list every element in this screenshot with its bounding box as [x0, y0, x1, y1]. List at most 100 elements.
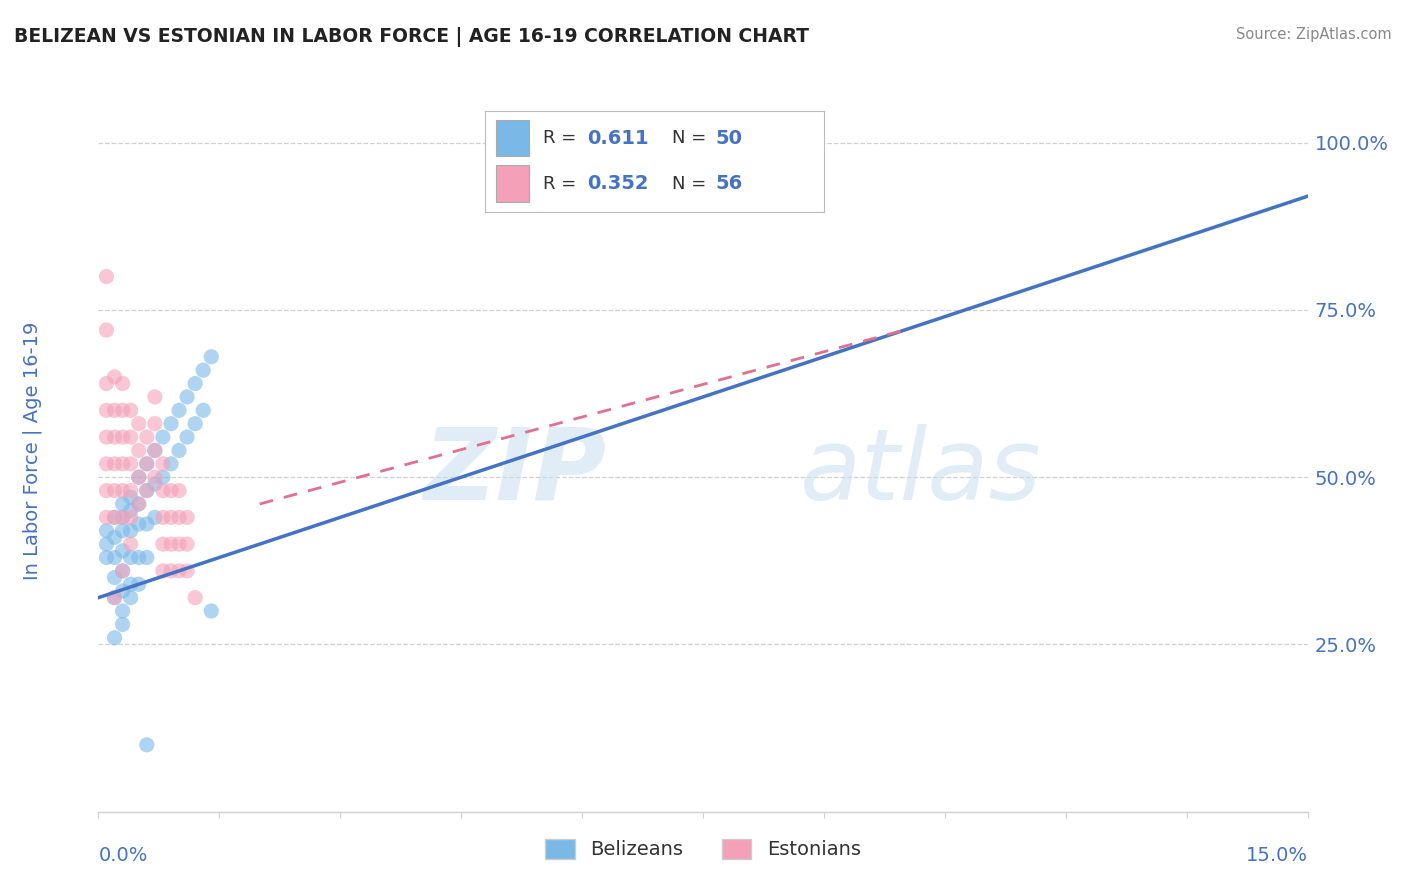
Point — [193, 363, 215, 377]
Point — [167, 537, 190, 551]
Point — [152, 483, 174, 498]
Point — [111, 617, 134, 632]
Point — [143, 390, 166, 404]
Point — [143, 443, 166, 458]
Point — [111, 430, 134, 444]
Point — [111, 564, 134, 578]
Point — [184, 417, 207, 431]
Point — [96, 524, 118, 538]
Point — [111, 403, 134, 417]
Point — [160, 537, 183, 551]
Point — [111, 376, 134, 391]
Point — [193, 403, 215, 417]
Point — [143, 443, 166, 458]
Point — [152, 510, 174, 524]
Point — [111, 543, 134, 558]
Legend: Belizeans, Estonians: Belizeans, Estonians — [537, 831, 869, 867]
Point — [120, 483, 142, 498]
Point — [120, 550, 142, 565]
Point — [160, 510, 183, 524]
Point — [103, 457, 125, 471]
Point — [96, 537, 118, 551]
Point — [103, 631, 125, 645]
Point — [120, 537, 142, 551]
Point — [176, 390, 198, 404]
Point — [111, 510, 134, 524]
Point — [111, 497, 134, 511]
Text: 15.0%: 15.0% — [1246, 847, 1308, 865]
Point — [96, 376, 118, 391]
Point — [128, 470, 150, 484]
Point — [96, 403, 118, 417]
Point — [128, 497, 150, 511]
Point — [167, 483, 190, 498]
Point — [120, 403, 142, 417]
Point — [135, 517, 157, 532]
Point — [111, 510, 134, 524]
Point — [184, 591, 207, 605]
Point — [111, 457, 134, 471]
Text: ZIP: ZIP — [423, 424, 606, 521]
Point — [120, 503, 142, 517]
Point — [103, 430, 125, 444]
Point — [103, 530, 125, 544]
Text: BELIZEAN VS ESTONIAN IN LABOR FORCE | AGE 16-19 CORRELATION CHART: BELIZEAN VS ESTONIAN IN LABOR FORCE | AG… — [14, 27, 808, 46]
Point — [103, 571, 125, 585]
Point — [103, 510, 125, 524]
Text: atlas: atlas — [800, 424, 1042, 521]
Point — [128, 443, 150, 458]
Point — [103, 369, 125, 384]
Point — [96, 510, 118, 524]
Point — [120, 591, 142, 605]
Point — [96, 269, 118, 284]
Point — [128, 497, 150, 511]
Point — [135, 457, 157, 471]
Text: Source: ZipAtlas.com: Source: ZipAtlas.com — [1236, 27, 1392, 42]
Point — [120, 430, 142, 444]
Text: 0.0%: 0.0% — [98, 847, 148, 865]
Point — [128, 517, 150, 532]
Point — [152, 537, 174, 551]
Point — [120, 577, 142, 591]
Point — [111, 483, 134, 498]
Point — [103, 591, 125, 605]
Point — [120, 457, 142, 471]
Point — [143, 417, 166, 431]
Point — [167, 564, 190, 578]
Point — [160, 483, 183, 498]
Point — [96, 323, 118, 337]
Point — [152, 457, 174, 471]
Point — [103, 510, 125, 524]
Point — [160, 457, 183, 471]
Point — [128, 577, 150, 591]
Point — [167, 403, 190, 417]
Point — [176, 537, 198, 551]
Point — [176, 430, 198, 444]
Point — [96, 457, 118, 471]
Point — [103, 591, 125, 605]
Point — [111, 604, 134, 618]
Point — [167, 443, 190, 458]
Point — [135, 483, 157, 498]
Point — [111, 524, 134, 538]
Point — [152, 564, 174, 578]
Point — [128, 470, 150, 484]
Point — [135, 483, 157, 498]
Point — [135, 550, 157, 565]
Point — [111, 564, 134, 578]
Point — [120, 491, 142, 505]
Point — [120, 510, 142, 524]
Point — [128, 550, 150, 565]
Point — [111, 584, 134, 599]
Point — [103, 550, 125, 565]
Point — [128, 417, 150, 431]
Point — [176, 564, 198, 578]
Point — [143, 510, 166, 524]
Point — [103, 483, 125, 498]
Point — [103, 403, 125, 417]
Point — [176, 510, 198, 524]
Point — [152, 470, 174, 484]
Point — [200, 350, 222, 364]
Point — [184, 376, 207, 391]
Point — [96, 483, 118, 498]
